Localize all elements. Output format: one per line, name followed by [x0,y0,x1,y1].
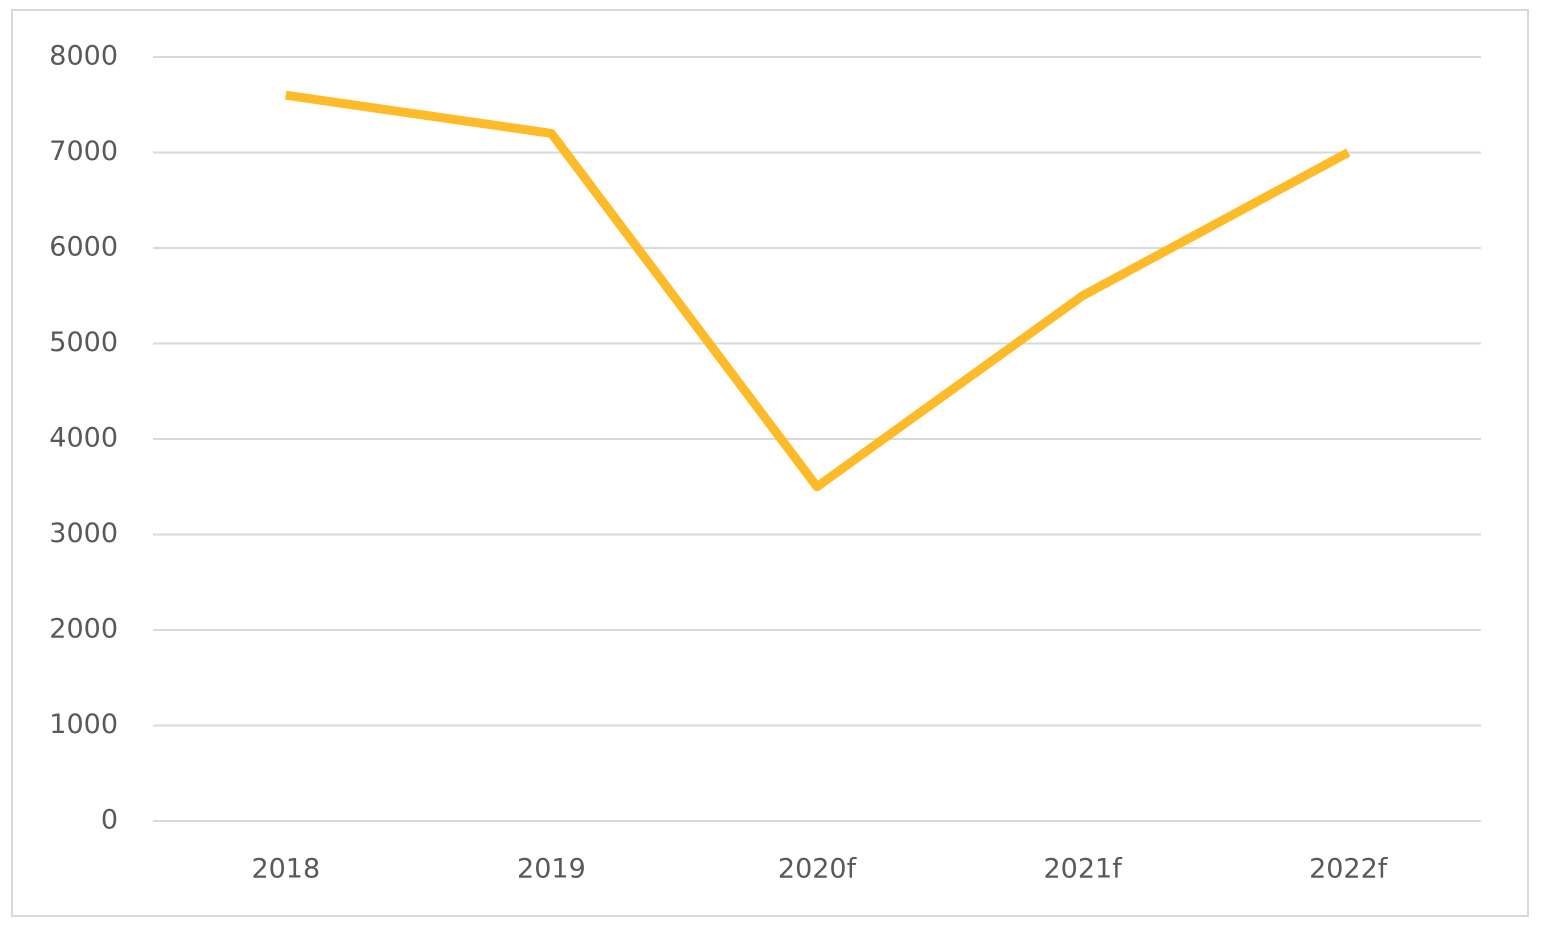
chart-border [11,9,1529,917]
y-tick-label: 3000 [49,518,118,549]
x-tick-label: 2020f [778,854,858,885]
line-series [285,90,1351,492]
y-tick-label: 0 [101,805,118,836]
y-tick-label: 1000 [49,709,118,740]
x-tick-label: 2021f [1043,854,1123,885]
x-tick-label: 2018 [251,854,320,885]
y-tick-label: 4000 [49,423,118,454]
x-tick-label: 2022f [1309,854,1389,885]
x-tick-label: 2019 [517,854,586,885]
y-tick-label: 2000 [49,614,118,645]
y-tick-label: 6000 [49,232,118,263]
y-tick-label: 7000 [49,136,118,167]
y-tick-label: 8000 [49,41,118,72]
y-tick-label: 5000 [49,327,118,358]
